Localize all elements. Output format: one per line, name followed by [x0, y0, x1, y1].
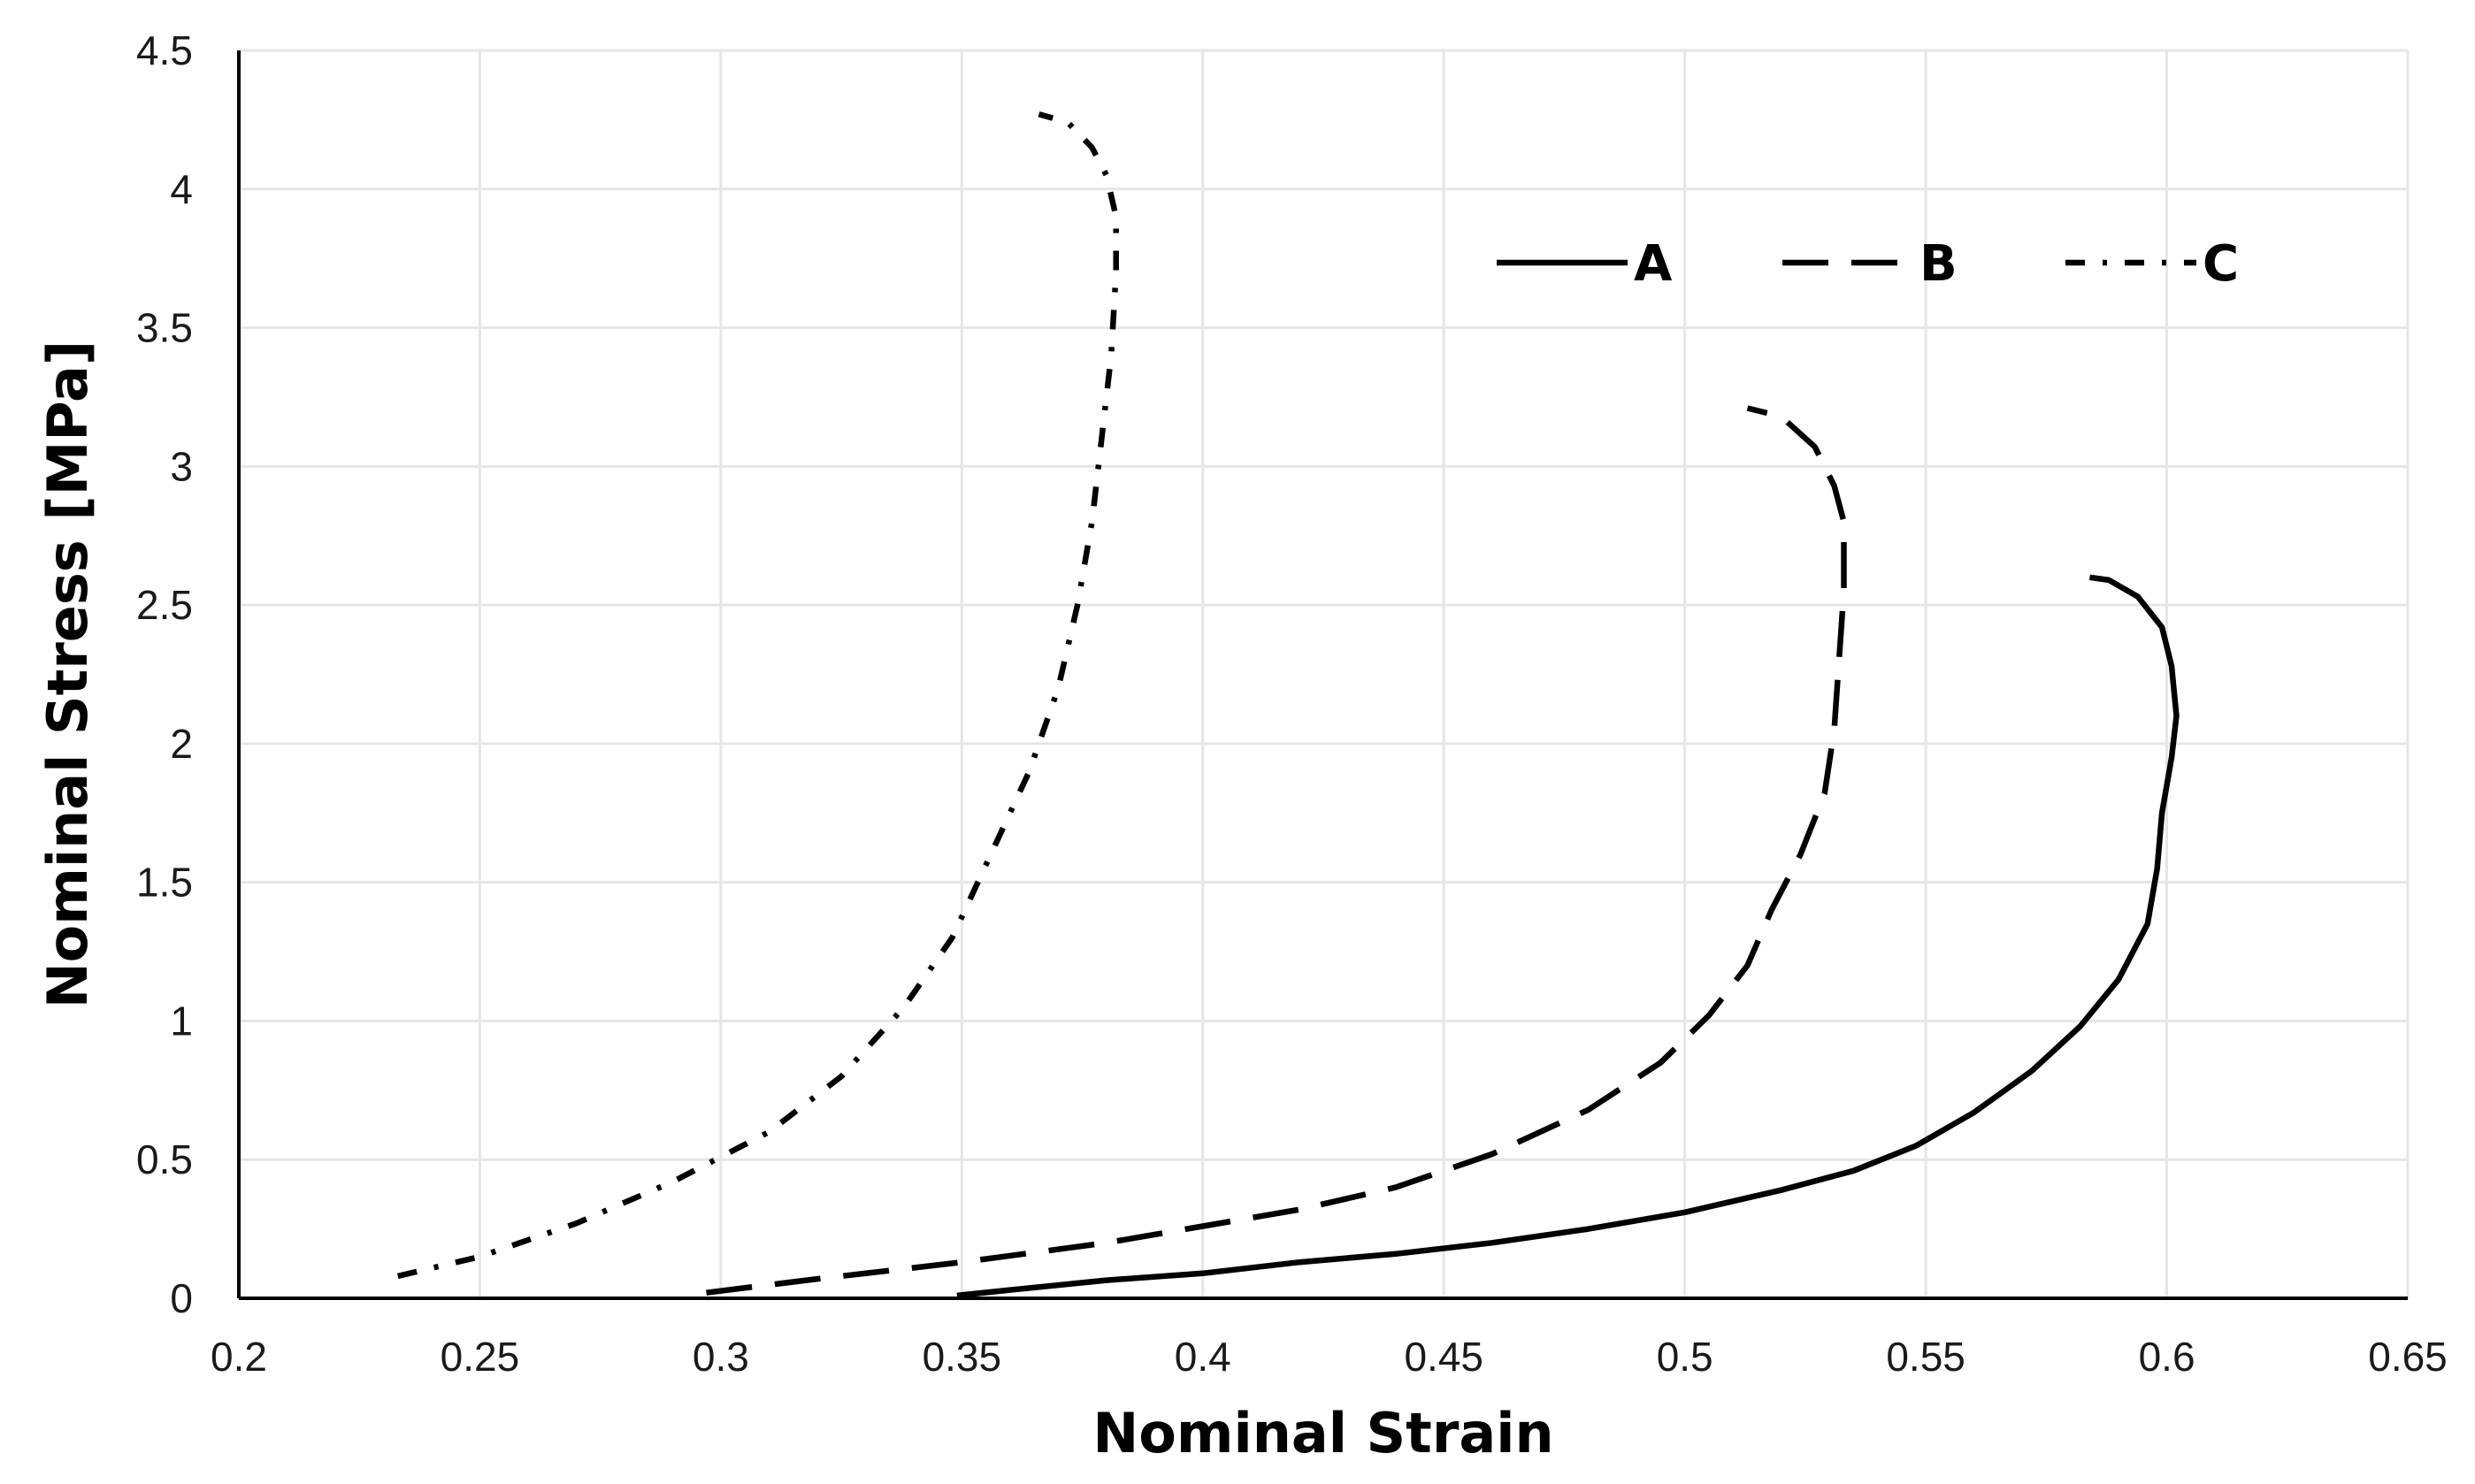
y-tick-label: 2: [170, 721, 193, 767]
y-tick-label: 0: [170, 1275, 193, 1321]
y-tick-label: 4.5: [136, 27, 193, 73]
grid-lines: [239, 49, 2410, 1298]
x-tick-label: 0.65: [2368, 1334, 2448, 1380]
y-tick-label: 3: [170, 443, 193, 489]
legend-label-c: C: [2203, 235, 2239, 293]
series-line-c: [397, 111, 1119, 1280]
x-tick-label: 0.3: [693, 1334, 749, 1380]
x-tick-label: 0.35: [923, 1334, 1002, 1380]
x-tick-labels: 0.2 0.25 0.3 0.35 0.4 0.45 0.5 0.55 0.6 0.65: [211, 1334, 2448, 1380]
y-tick-labels: 0 0.5 1 1.5 2 2.5 3 3.5 4 4.5: [136, 27, 193, 1321]
series-line-a: [956, 574, 2180, 1299]
y-tick-label: 2.5: [136, 582, 193, 628]
y-tick-label: 3.5: [136, 305, 193, 351]
x-tick-label: 0.55: [1886, 1334, 1965, 1380]
x-tick-label: 0.6: [2139, 1334, 2195, 1380]
x-tick-label: 0.2: [211, 1334, 267, 1380]
axes: [237, 50, 2408, 1300]
y-tick-label: 1.5: [136, 860, 193, 906]
legend-label-b: B: [1919, 235, 1958, 293]
x-axis-title: Nominal Strain: [1092, 1401, 1553, 1465]
x-tick-label: 0.5: [1657, 1334, 1713, 1380]
x-tick-label: 0.45: [1404, 1334, 1483, 1380]
series-lines: [397, 111, 2180, 1299]
series-line-b: [706, 405, 1847, 1296]
legend-label-a: A: [1634, 235, 1673, 293]
y-tick-label: 4: [170, 166, 193, 212]
legend: A B C: [1497, 235, 2239, 293]
x-tick-label: 0.25: [441, 1334, 520, 1380]
y-tick-label: 1: [170, 998, 193, 1044]
x-tick-label: 0.4: [1175, 1334, 1231, 1380]
y-tick-label: 0.5: [136, 1136, 193, 1182]
y-axis-title: Nominal Stress [MPa]: [35, 340, 100, 1008]
